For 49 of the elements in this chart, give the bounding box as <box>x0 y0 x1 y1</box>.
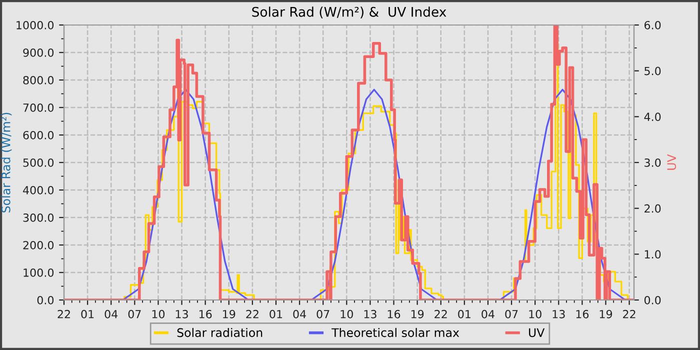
x-tick-label: 19 <box>600 310 612 318</box>
y2-tick-label: 5.0 <box>644 66 661 76</box>
x-tick-label: 22 <box>246 310 258 318</box>
y-tick-label: 500.0 <box>23 158 54 167</box>
x-tick-label: 16 <box>199 310 212 318</box>
x-tick-label: 01 <box>270 310 282 318</box>
x-tick-label: 16 <box>576 310 589 318</box>
x-tick-label: 19 <box>411 310 424 318</box>
y2-axis-title: UV <box>667 154 676 170</box>
legend-label: Theoretical solar max <box>332 328 460 338</box>
x-tick-label: 10 <box>529 310 542 318</box>
y-tick-label: 200.0 <box>23 240 54 250</box>
y-tick-label: 1000.0 <box>16 20 54 30</box>
x-tick-label: 13 <box>176 310 188 318</box>
x-tick-label: 22 <box>623 310 636 318</box>
chart-title: Solar Rad (W/m²) & UV Index <box>252 6 446 18</box>
y-tick-label: 0.0 <box>37 296 54 304</box>
y-tick-label: 400.0 <box>23 186 54 194</box>
x-tick-label: 16 <box>388 310 400 318</box>
legend-label: Solar radiation <box>177 328 262 338</box>
y2-tick-label: 2.0 <box>644 204 661 213</box>
legend-label: UV <box>528 328 545 338</box>
y-axis-title: Solar Rad (W/m²) <box>1 112 12 212</box>
y-tick-label: 600.0 <box>23 130 54 140</box>
y-tick-label: 300.0 <box>23 213 54 222</box>
x-tick-label: 10 <box>152 310 165 318</box>
y2-tick-label: 1.0 <box>644 250 661 259</box>
x-tick-label: 19 <box>223 310 236 318</box>
y-tick-label: 100.0 <box>24 268 54 277</box>
x-tick-label: 07 <box>505 310 518 318</box>
y-tick-label: 800.0 <box>23 76 54 84</box>
y2-tick-label: 3.0 <box>644 158 661 167</box>
x-tick-label: 04 <box>104 310 118 318</box>
x-tick-label: 04 <box>293 310 306 318</box>
x-tick-label: 13 <box>552 310 565 318</box>
y-tick-label: 900.0 <box>23 48 54 57</box>
x-tick-label: 22 <box>58 310 70 318</box>
y2-tick-label: 4.0 <box>644 112 661 122</box>
y2-tick-label: 0.0 <box>644 296 661 304</box>
x-tick-label: 01 <box>81 310 94 318</box>
x-tick-label: 22 <box>434 310 447 318</box>
x-tick-label: 07 <box>316 310 330 318</box>
x-tick-label: 10 <box>340 310 353 318</box>
x-tick-label: 13 <box>364 310 376 318</box>
y-tick-label: 700.0 <box>23 103 54 112</box>
y2-tick-label: 6.0 <box>644 20 661 30</box>
x-tick-label: 04 <box>482 310 494 318</box>
x-tick-label: 07 <box>128 310 141 318</box>
x-tick-label: 01 <box>458 310 470 318</box>
